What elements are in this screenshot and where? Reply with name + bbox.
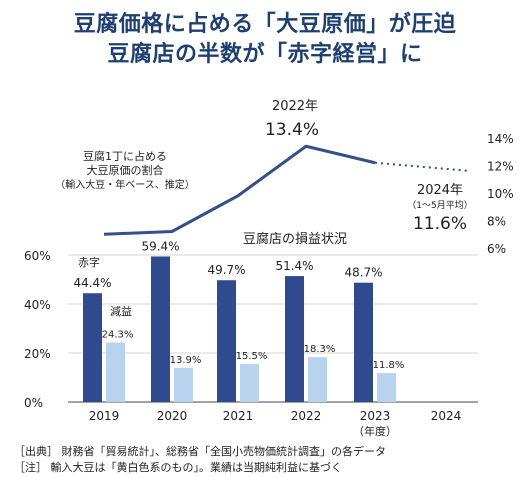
bar-deficit-data-label: 51.4%: [275, 259, 313, 273]
bar-y-tick-label: 0%: [24, 396, 43, 410]
bar-profit-decline: [106, 342, 125, 402]
source-footnote: ［出典］ 財務省「貿易統計」、総務省「全国小売物価統計調査」の各データ: [14, 445, 386, 458]
bar-profit-decline: [377, 373, 396, 402]
bar-y-tick-label: 20%: [24, 347, 51, 361]
figure-title-line1: 豆腐価格に占める「大豆原価」が圧迫: [73, 12, 457, 37]
bar-profit-decline-data-label: 15.5%: [236, 351, 268, 362]
bar-deficit: [151, 256, 170, 402]
line-y-tick-label: 14%: [487, 132, 514, 146]
line-chart-title-3: （輸入大豆・年ベース、推定）: [55, 178, 195, 191]
annotation-2024-year: 2024年: [417, 183, 463, 198]
bar-y-tick-label: 60%: [24, 249, 51, 263]
line-y-tick-label: 12%: [487, 160, 514, 174]
annotation-2022-value: 13.4%: [265, 120, 319, 140]
bar-x-tick-label: 2019: [89, 409, 120, 423]
bar-profit-decline-data-label: 18.3%: [304, 344, 336, 355]
figure-title-line2: 豆腐店の半数が「赤字経営」に: [107, 42, 423, 67]
bar-x-tick-label: 2022: [291, 409, 322, 423]
line-series: [103, 144, 376, 236]
bar-y-tick-label: 40%: [24, 298, 51, 312]
line-chart-title-2: 大豆原価の割合: [87, 163, 164, 177]
annotation-2022-year: 2022年: [272, 99, 318, 114]
line-series-projection: [374, 161, 471, 172]
bar-profit-decline: [308, 357, 327, 402]
bar-deficit: [217, 280, 236, 402]
bar-series-name-deficit: 赤字: [78, 255, 100, 269]
line-y-tick-label: 6%: [487, 242, 506, 256]
bar-profit-decline: [240, 364, 259, 402]
bar-profit-decline-data-label: 11.8%: [373, 360, 405, 371]
bar-profit-decline-data-label: 13.9%: [170, 355, 202, 366]
bar-x-tick-label: 2020: [157, 409, 188, 423]
note-footnote: ［注］ 輸入大豆は「黄白色系のもの」。業績は当期純利益に基づく: [14, 461, 342, 474]
bar-deficit-data-label: 48.7%: [344, 266, 382, 280]
bar-deficit: [285, 276, 304, 402]
annotation-2024-value: 11.6%: [413, 214, 467, 234]
bar-x-tick-label: 2021: [223, 409, 254, 423]
bar-deficit-data-label: 44.4%: [73, 276, 111, 290]
bar-deficit-data-label: 49.7%: [207, 263, 245, 277]
bar-x-unit-label: （年度）: [353, 424, 397, 438]
bar-series-name-profit-decline: 減益: [110, 304, 132, 318]
bar-x-tick-label: 2024: [431, 409, 462, 423]
line-y-tick-label: 8%: [487, 215, 506, 229]
bar-deficit: [354, 282, 373, 402]
annotation-2024-period: （1～5月平均）: [407, 199, 472, 211]
bar-chart-title: 豆腐店の損益状況: [243, 232, 347, 247]
bar-profit-decline: [174, 367, 193, 402]
bar-deficit-data-label: 59.4%: [141, 239, 179, 253]
bar-deficit: [83, 293, 102, 402]
bar-x-tick-label: 2023: [360, 409, 391, 423]
line-y-tick-label: 10%: [487, 187, 514, 201]
bar-profit-decline-data-label: 24.3%: [102, 329, 134, 340]
line-chart-title-1: 豆腐1丁に占める: [83, 149, 167, 163]
